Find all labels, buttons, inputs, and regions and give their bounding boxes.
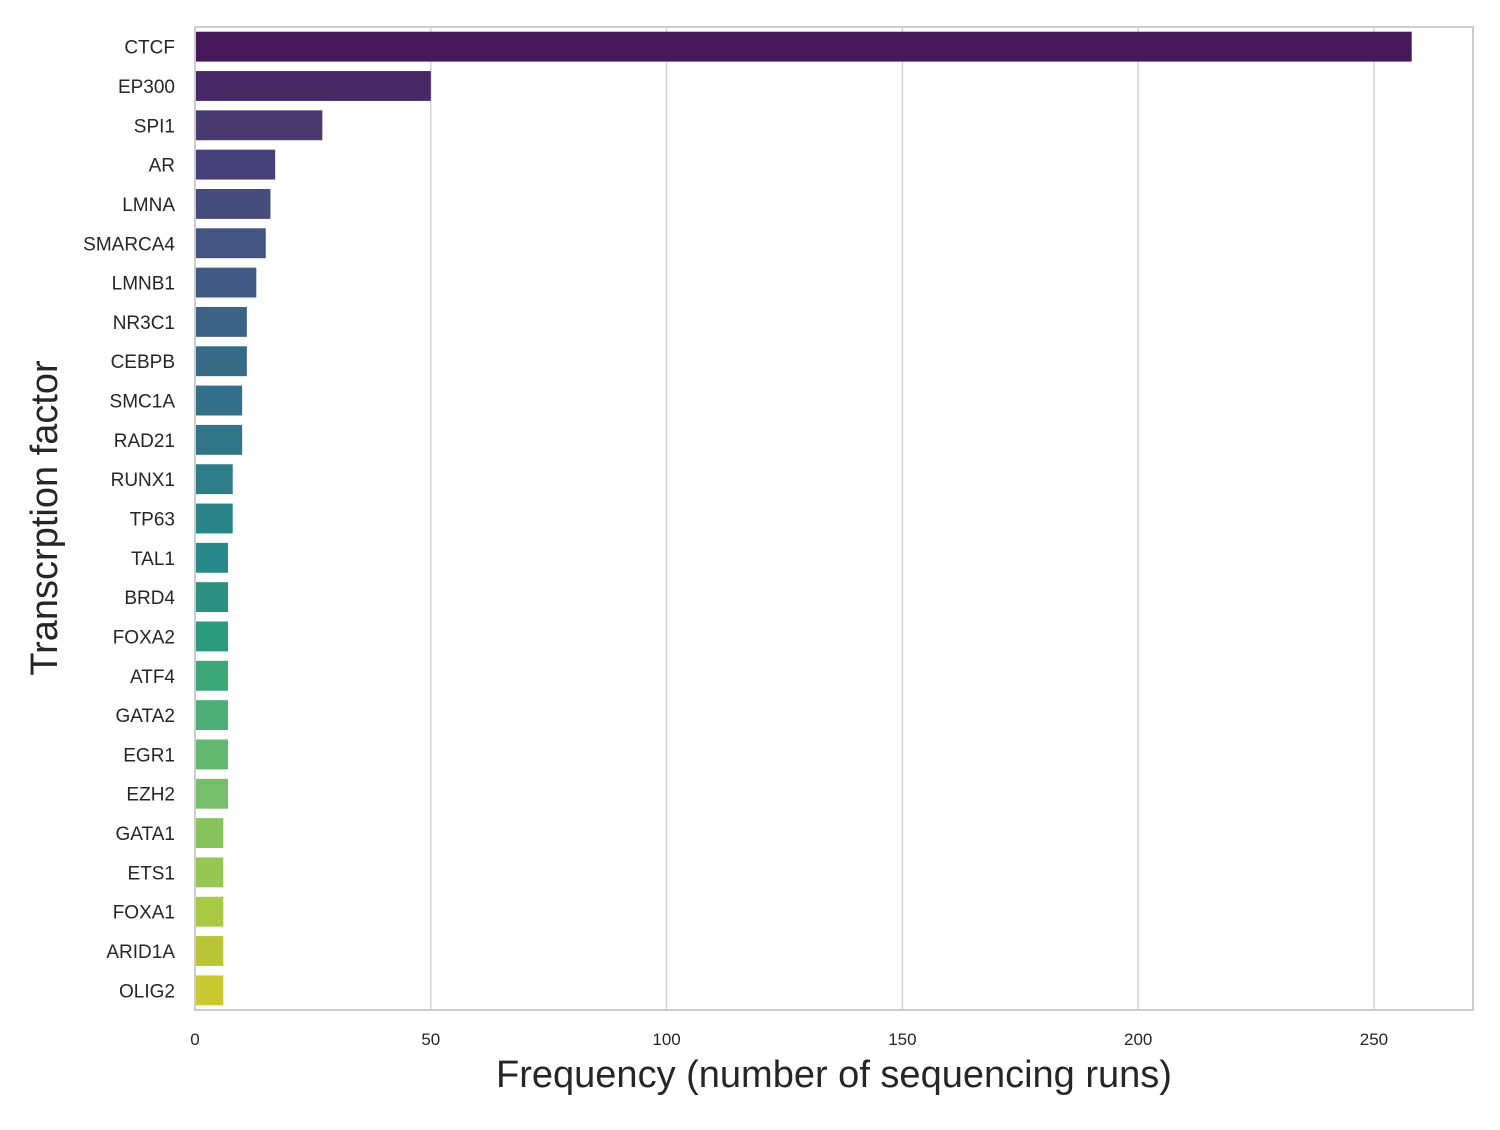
y-tick-label: ETS1 <box>127 863 175 884</box>
y-tick-label: RAD21 <box>114 431 175 452</box>
bar-gata1 <box>196 818 224 849</box>
x-tick-label: 50 <box>421 1030 440 1049</box>
grid-layer <box>194 27 1375 1010</box>
bar-egr1 <box>196 739 229 770</box>
bar-gata2 <box>196 700 229 731</box>
y-tick-label: TP63 <box>130 510 175 531</box>
bar-ezh2 <box>196 778 229 809</box>
y-tick-label: RUNX1 <box>111 470 175 491</box>
bar-lmnb1 <box>196 267 257 298</box>
x-tick-label: 100 <box>652 1030 680 1049</box>
bar-ctcf <box>196 31 1412 62</box>
y-tick-label: LMNB1 <box>112 274 175 295</box>
bar-smarca4 <box>196 228 266 259</box>
x-tick-label: 200 <box>1124 1030 1152 1049</box>
x-tick-label: 250 <box>1360 1030 1388 1049</box>
y-tick-label: SMC1A <box>110 392 176 413</box>
y-tick-label: NR3C1 <box>113 313 175 334</box>
y-tick-label: ATF4 <box>130 667 175 688</box>
bar-foxa1 <box>196 896 224 927</box>
y-tick-label: CEBPB <box>111 352 175 373</box>
bar-tp63 <box>196 503 233 534</box>
bar-smc1a <box>196 385 243 416</box>
y-tick-label: SMARCA4 <box>83 234 175 255</box>
y-tick-label: EGR1 <box>123 745 175 766</box>
y-tick-label: LMNA <box>122 195 175 216</box>
y-tick-label: TAL1 <box>131 549 175 570</box>
x-tick-labels: 0 50 100 150 200 250 <box>190 1030 1388 1049</box>
bar-ar <box>196 149 276 180</box>
y-tick-label: GATA1 <box>116 824 175 845</box>
y-axis-title: Transcrption factor <box>24 360 66 676</box>
y-tick-label: SPI1 <box>134 116 175 137</box>
y-tick-label: AR <box>149 156 175 177</box>
y-tick-label: OLIG2 <box>119 981 175 1002</box>
bar-cebpb <box>196 346 247 377</box>
bar-ep300 <box>196 71 431 101</box>
bar-runx1 <box>196 464 233 495</box>
bar-tal1 <box>196 542 229 573</box>
x-tick-label: 0 <box>190 1030 199 1049</box>
bar-lmna <box>196 188 271 219</box>
y-tick-label: EZH2 <box>126 785 175 806</box>
x-axis-title: Frequency (number of sequencing runs) <box>496 1054 1172 1096</box>
bar-nr3c1 <box>196 306 247 337</box>
y-tick-label: CTCF <box>124 38 175 59</box>
y-tick-label: FOXA1 <box>113 903 175 924</box>
plot-frame <box>194 26 1474 1011</box>
bar-layer <box>196 31 1412 1006</box>
y-tick-labels: CTCF EP300 SPI1 AR LMNA SMARCA4 LMNB1 NR3C1 CEBP… <box>83 38 175 1003</box>
y-tick-label: BRD4 <box>124 588 175 609</box>
bar-rad21 <box>196 424 243 455</box>
x-tick-label: 150 <box>888 1030 916 1049</box>
y-tick-label: GATA2 <box>116 706 175 727</box>
bar-arid1a <box>196 936 224 966</box>
bar-atf4 <box>196 660 229 691</box>
bar-brd4 <box>196 582 229 613</box>
bar-olig2 <box>196 975 224 1006</box>
y-tick-label: ARID1A <box>106 942 175 963</box>
bar-foxa2 <box>196 621 229 652</box>
y-tick-label: FOXA2 <box>113 627 175 648</box>
y-tick-label: EP300 <box>118 77 175 98</box>
bar-spi1 <box>196 110 323 141</box>
bar-ets1 <box>196 857 224 888</box>
